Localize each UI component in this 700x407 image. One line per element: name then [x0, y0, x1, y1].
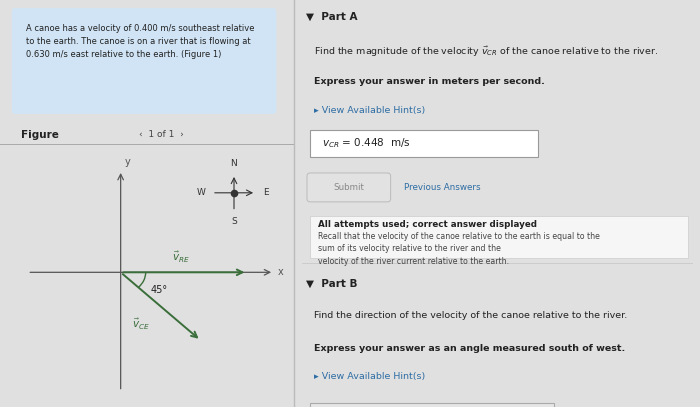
Text: Recall that the velocity of the canoe relative to the earth is equal to the
sum : Recall that the velocity of the canoe re… [318, 232, 600, 266]
Text: $v_{CR}$ = 0.448  m/s: $v_{CR}$ = 0.448 m/s [323, 136, 411, 150]
Text: Submit: Submit [333, 183, 364, 192]
Text: Express your answer in meters per second.: Express your answer in meters per second… [314, 77, 545, 86]
Text: ‹  1 of 1  ›: ‹ 1 of 1 › [139, 130, 184, 139]
Text: $\vec{v}_{CE}$: $\vec{v}_{CE}$ [132, 317, 150, 332]
FancyBboxPatch shape [12, 8, 276, 114]
Text: E: E [262, 188, 268, 197]
Text: $\vec{v}_{RE}$: $\vec{v}_{RE}$ [172, 249, 190, 265]
Text: Express your answer as an angle measured south of west.: Express your answer as an angle measured… [314, 344, 626, 353]
Text: A canoe has a velocity of 0.400 m/s southeast relative
to the earth. The canoe i: A canoe has a velocity of 0.400 m/s sout… [27, 24, 255, 59]
Text: ▼  Part A: ▼ Part A [306, 12, 358, 22]
FancyBboxPatch shape [310, 130, 538, 157]
Text: ▸ View Available Hint(s): ▸ View Available Hint(s) [314, 372, 426, 381]
Text: Previous Answers: Previous Answers [404, 183, 480, 192]
Text: S: S [231, 217, 237, 226]
Text: Find the direction of the velocity of the canoe relative to the river.: Find the direction of the velocity of th… [314, 311, 627, 320]
Text: 45°: 45° [150, 285, 168, 295]
Text: N: N [230, 160, 237, 168]
Text: ▼  Part B: ▼ Part B [306, 279, 358, 289]
FancyBboxPatch shape [310, 403, 554, 407]
Text: All attempts used; correct answer displayed: All attempts used; correct answer displa… [318, 220, 538, 229]
FancyBboxPatch shape [307, 173, 391, 202]
Text: Figure: Figure [20, 130, 59, 140]
Text: y: y [125, 157, 130, 167]
Text: ▸ View Available Hint(s): ▸ View Available Hint(s) [314, 106, 426, 115]
FancyBboxPatch shape [310, 216, 688, 258]
Text: W: W [197, 188, 205, 197]
Text: x: x [277, 267, 283, 277]
Text: Find the magnitude of the velocity $\vec{v}_{CR}$ of the canoe relative to the r: Find the magnitude of the velocity $\vec… [314, 45, 658, 59]
